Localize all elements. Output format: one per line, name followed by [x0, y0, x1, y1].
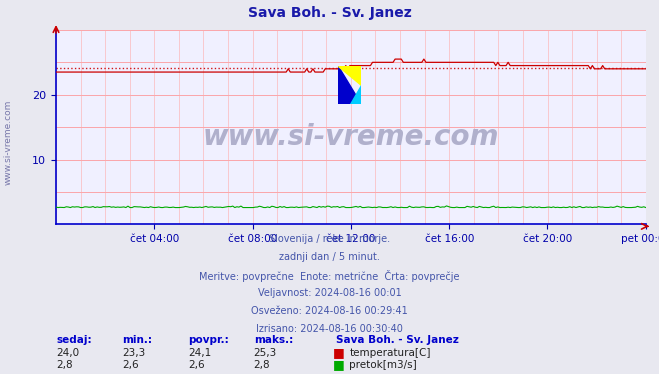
Text: 2,8: 2,8: [56, 360, 72, 370]
Text: zadnji dan / 5 minut.: zadnji dan / 5 minut.: [279, 252, 380, 262]
Polygon shape: [339, 67, 362, 104]
Text: ■: ■: [333, 358, 345, 371]
Text: povpr.:: povpr.:: [188, 335, 229, 345]
Text: Sava Boh. - Sv. Janez: Sava Boh. - Sv. Janez: [336, 335, 459, 345]
Text: Meritve: povprečne  Enote: metrične  Črta: povprečje: Meritve: povprečne Enote: metrične Črta:…: [199, 270, 460, 282]
Text: ■: ■: [333, 346, 345, 359]
Text: maks.:: maks.:: [254, 335, 293, 345]
Text: 2,6: 2,6: [122, 360, 138, 370]
Text: temperatura[C]: temperatura[C]: [349, 348, 431, 358]
Polygon shape: [350, 85, 362, 104]
Text: Sava Boh. - Sv. Janez: Sava Boh. - Sv. Janez: [248, 6, 411, 20]
Text: 23,3: 23,3: [122, 348, 145, 358]
Text: Izrisano: 2024-08-16 00:30:40: Izrisano: 2024-08-16 00:30:40: [256, 324, 403, 334]
Text: 24,0: 24,0: [56, 348, 79, 358]
Text: www.si-vreme.com: www.si-vreme.com: [3, 99, 13, 185]
Text: 2,6: 2,6: [188, 360, 204, 370]
Text: 24,1: 24,1: [188, 348, 211, 358]
Text: Osveženo: 2024-08-16 00:29:41: Osveženo: 2024-08-16 00:29:41: [251, 306, 408, 316]
Text: Slovenija / reke in morje.: Slovenija / reke in morje.: [269, 234, 390, 244]
Text: sedaj:: sedaj:: [56, 335, 92, 345]
Polygon shape: [339, 67, 362, 85]
Text: www.si-vreme.com: www.si-vreme.com: [203, 123, 499, 151]
Text: 25,3: 25,3: [254, 348, 277, 358]
Text: Veljavnost: 2024-08-16 00:01: Veljavnost: 2024-08-16 00:01: [258, 288, 401, 298]
Text: pretok[m3/s]: pretok[m3/s]: [349, 360, 417, 370]
Text: min.:: min.:: [122, 335, 152, 345]
Text: 2,8: 2,8: [254, 360, 270, 370]
